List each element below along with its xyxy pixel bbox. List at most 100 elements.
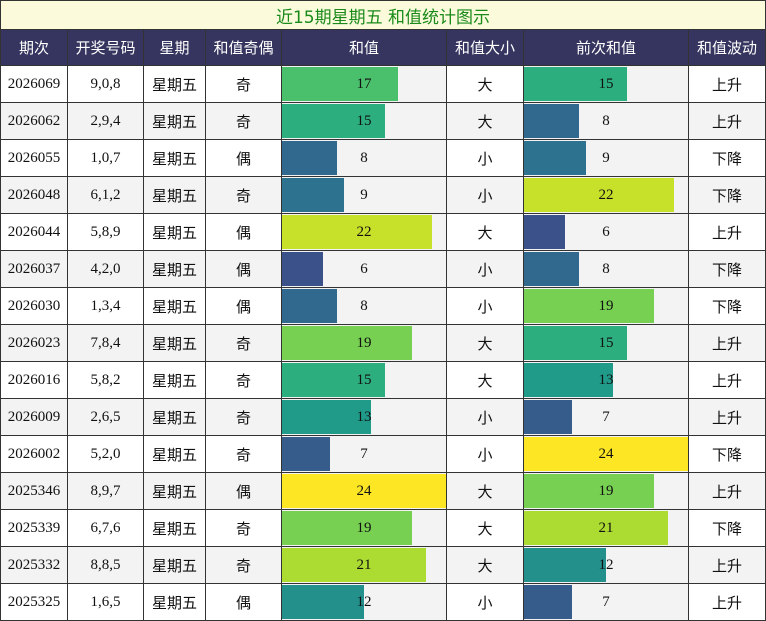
value-label: 13 (356, 408, 372, 425)
value-cell: 19 (524, 473, 689, 510)
title: 近15期星期五 和值统计图示 (0, 0, 766, 30)
value-cell: 21 (282, 547, 447, 584)
value-cell: 21 (524, 510, 689, 547)
value-label: 8 (602, 112, 610, 129)
cell: 上升 (689, 584, 766, 621)
cell: 8,9,7 (68, 473, 144, 510)
bar (524, 363, 613, 397)
cell: 偶 (206, 288, 282, 325)
value-cell: 9 (282, 177, 447, 214)
value-label: 8 (602, 260, 610, 277)
cell: 上升 (689, 325, 766, 362)
cell: 2025346 (0, 473, 68, 510)
column-header: 和值波动 (689, 30, 766, 66)
value-label: 15 (598, 334, 614, 351)
cell: 星期五 (144, 547, 206, 584)
value-cell: 6 (524, 214, 689, 251)
bar (282, 437, 330, 471)
cell: 星期五 (144, 436, 206, 473)
value-cell: 22 (282, 214, 447, 251)
value-label: 19 (598, 482, 614, 499)
cell: 下降 (689, 288, 766, 325)
cell: 2026016 (0, 362, 68, 399)
bar (282, 326, 412, 360)
cell: 星期五 (144, 510, 206, 547)
cell: 星期五 (144, 251, 206, 288)
bar (524, 141, 586, 175)
cell: 2025332 (0, 547, 68, 584)
bar (524, 104, 579, 138)
value-label: 13 (598, 371, 614, 388)
value-label: 19 (356, 519, 372, 536)
cell: 上升 (689, 66, 766, 103)
bar (282, 363, 385, 397)
cell: 小 (447, 584, 524, 621)
column-header: 和值 (282, 30, 447, 66)
value-cell: 8 (282, 288, 447, 325)
value-label: 7 (602, 408, 610, 425)
bar (524, 474, 654, 508)
bar (524, 178, 675, 212)
bar (524, 511, 668, 545)
cell: 奇 (206, 399, 282, 436)
cell: 星期五 (144, 473, 206, 510)
value-cell: 19 (524, 288, 689, 325)
value-cell: 13 (524, 362, 689, 399)
value-label: 7 (602, 593, 610, 610)
cell: 上升 (689, 399, 766, 436)
value-label: 12 (598, 556, 614, 573)
cell: 6,1,2 (68, 177, 144, 214)
bar (282, 104, 385, 138)
value-cell: 19 (282, 510, 447, 547)
value-label: 21 (356, 556, 372, 573)
cell: 2026062 (0, 103, 68, 140)
bar (282, 215, 433, 249)
cell: 大 (447, 66, 524, 103)
cell: 2026002 (0, 436, 68, 473)
cell: 下降 (689, 140, 766, 177)
value-label: 15 (356, 371, 372, 388)
value-label: 22 (356, 223, 372, 240)
bar (282, 252, 323, 286)
column-header: 和值奇偶 (206, 30, 282, 66)
cell: 2026055 (0, 140, 68, 177)
value-cell: 7 (282, 436, 447, 473)
cell: 奇 (206, 66, 282, 103)
bar (282, 511, 412, 545)
value-cell: 24 (524, 436, 689, 473)
value-cell: 8 (524, 251, 689, 288)
cell: 2025325 (0, 584, 68, 621)
cell: 上升 (689, 362, 766, 399)
bar (524, 585, 572, 619)
cell: 奇 (206, 362, 282, 399)
value-label: 9 (360, 186, 368, 203)
cell: 奇 (206, 103, 282, 140)
bar (524, 67, 627, 101)
value-cell: 17 (282, 66, 447, 103)
value-label: 6 (360, 260, 368, 277)
cell: 2026048 (0, 177, 68, 214)
cell: 下降 (689, 436, 766, 473)
cell: 4,2,0 (68, 251, 144, 288)
bar (282, 400, 371, 434)
cell: 1,0,7 (68, 140, 144, 177)
value-label: 19 (598, 297, 614, 314)
cell: 星期五 (144, 140, 206, 177)
value-cell: 15 (524, 66, 689, 103)
cell: 奇 (206, 547, 282, 584)
cell: 大 (447, 362, 524, 399)
cell: 2026069 (0, 66, 68, 103)
bar (282, 474, 446, 508)
bar (524, 400, 572, 434)
cell: 1,3,4 (68, 288, 144, 325)
cell: 星期五 (144, 214, 206, 251)
cell: 偶 (206, 251, 282, 288)
cell: 偶 (206, 584, 282, 621)
cell: 1,6,5 (68, 584, 144, 621)
cell: 2026023 (0, 325, 68, 362)
value-cell: 15 (282, 103, 447, 140)
cell: 上升 (689, 547, 766, 584)
value-label: 24 (598, 445, 614, 462)
value-label: 15 (598, 75, 614, 92)
cell: 星期五 (144, 325, 206, 362)
